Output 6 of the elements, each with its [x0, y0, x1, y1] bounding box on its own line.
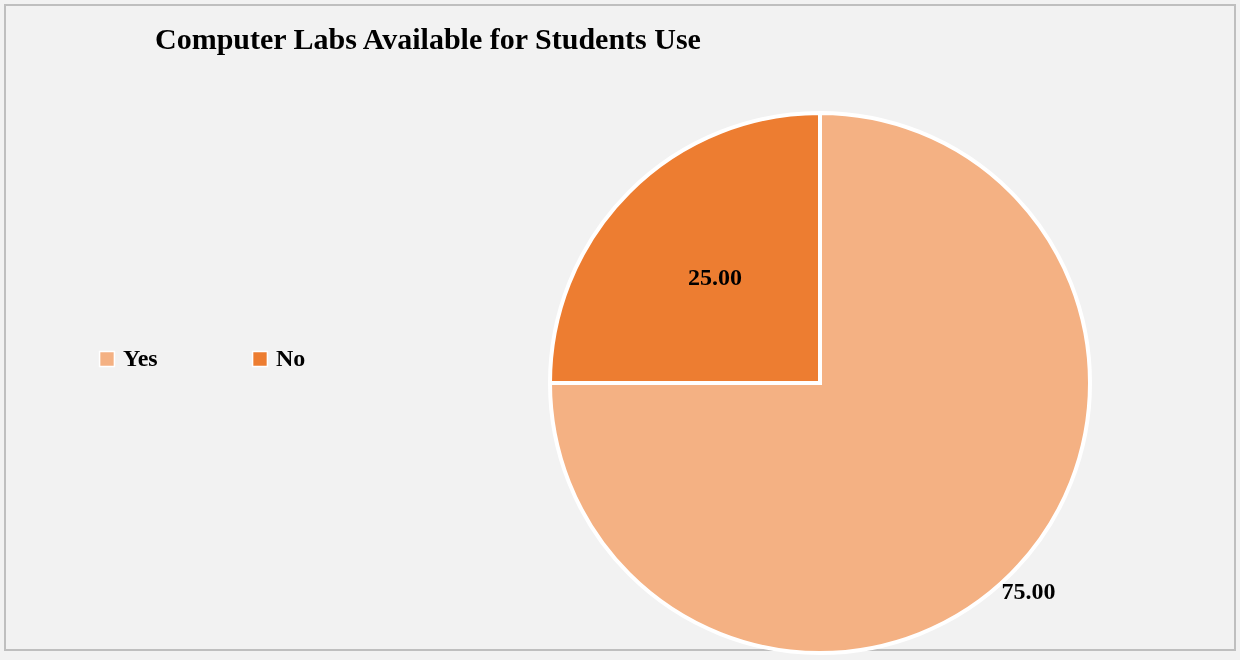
chart-title: Computer Labs Available for Students Use — [155, 22, 701, 55]
data-label: 75.00 — [1001, 577, 1056, 604]
pie-slice — [548, 111, 1092, 655]
data-label: 25.00 — [687, 263, 742, 290]
legend-label: No — [276, 345, 306, 371]
legend-label: Yes — [123, 345, 158, 371]
